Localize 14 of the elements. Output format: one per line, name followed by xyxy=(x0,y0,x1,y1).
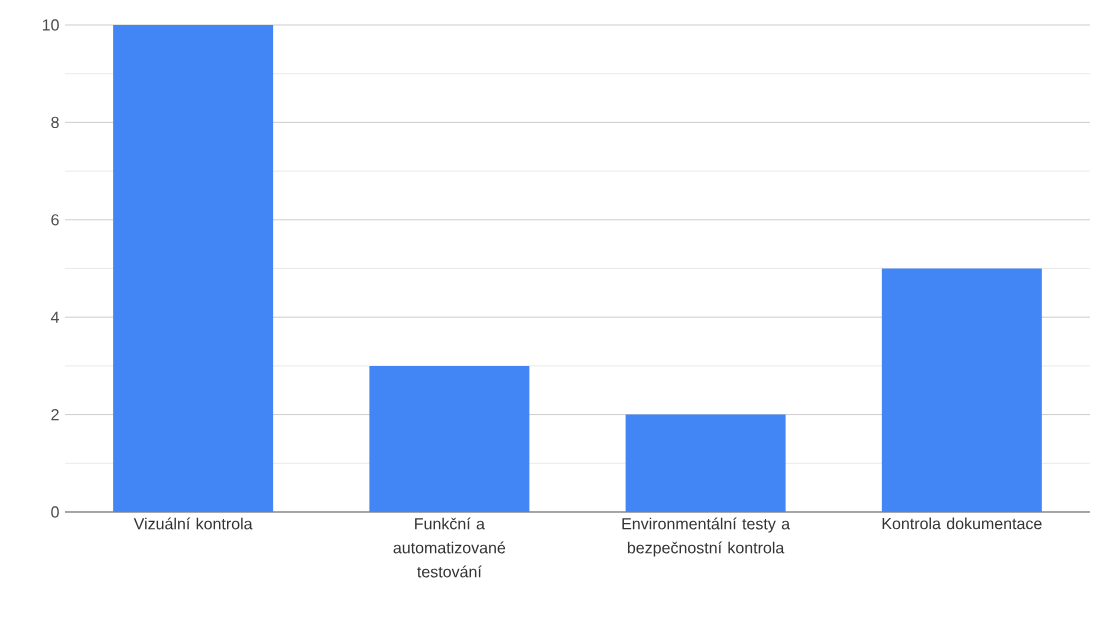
bar xyxy=(369,365,530,512)
bar xyxy=(625,414,786,512)
x-tick-label: Funkční a automatizované testování xyxy=(393,517,506,578)
y-tick-label: 8 xyxy=(51,116,59,129)
y-tick-label: 4 xyxy=(50,311,59,323)
y-tick-label: 10 xyxy=(42,19,59,31)
x-tick-label: Environmentální testy a bezpečnostní kontrola xyxy=(622,517,791,557)
y-tick-label: 0 xyxy=(51,506,59,518)
x-tick-label: Kontrola dokumentace xyxy=(882,517,1042,530)
y-tick-label: 6 xyxy=(51,214,59,226)
y-tick-label: 2 xyxy=(51,409,59,421)
bar xyxy=(881,268,1042,512)
bar xyxy=(113,24,274,512)
x-tick-label: Vizuální kontrola xyxy=(133,517,253,530)
